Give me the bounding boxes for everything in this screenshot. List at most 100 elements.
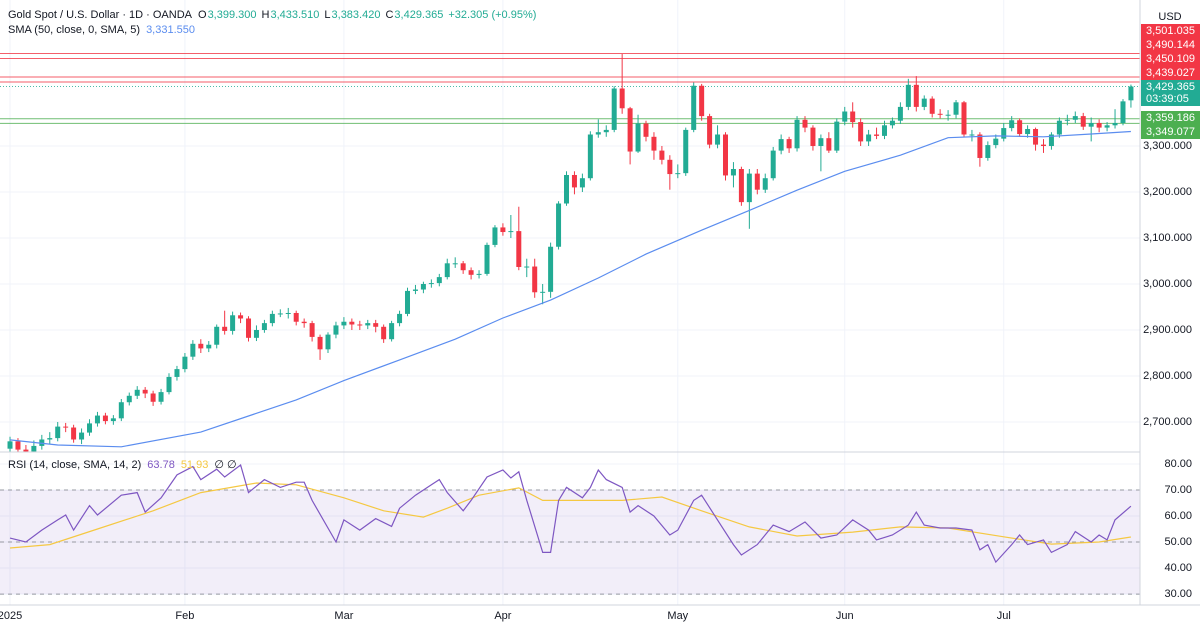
- candle-body: [794, 119, 800, 149]
- ohlc-value: 3,399.300: [208, 9, 257, 21]
- y-tick-label: 3,000.000: [1143, 278, 1192, 290]
- candle-body: [961, 102, 967, 135]
- candle-body: [532, 266, 538, 293]
- candle-body: [1056, 120, 1062, 135]
- candle-body: [985, 145, 991, 158]
- candle-body: [889, 120, 895, 126]
- ohlc-value: 3,429.365: [394, 9, 443, 21]
- price-label: 3,359.186: [1146, 112, 1195, 124]
- candle-body: [1048, 134, 1054, 147]
- y-tick-label: 2,800.000: [1143, 370, 1192, 382]
- candle-body: [762, 178, 768, 190]
- rsi-value: 63.78: [147, 459, 175, 471]
- price-label-bg: [1141, 125, 1200, 139]
- candle-body: [969, 134, 975, 136]
- x-tick-label: Feb: [175, 610, 194, 622]
- sma-title: SMA (50, close, 0, SMA, 5): [8, 24, 140, 36]
- rsi-line: [9, 482, 1131, 549]
- price-label: 3,501.035: [1146, 25, 1195, 37]
- candle-body: [102, 415, 108, 422]
- candle-body: [365, 323, 371, 326]
- candle-body: [953, 102, 959, 115]
- candle-body: [222, 326, 228, 331]
- candle-body: [1072, 116, 1078, 120]
- candle-body: [874, 134, 880, 136]
- candle-body: [246, 318, 252, 338]
- candle-body: [1080, 116, 1086, 127]
- candle-body: [55, 426, 61, 439]
- candle-body: [1120, 101, 1126, 124]
- candle-body: [71, 427, 77, 440]
- candle-body: [834, 121, 840, 151]
- candle-body: [444, 263, 450, 278]
- candle-body: [1040, 144, 1046, 147]
- candle-body: [881, 125, 887, 136]
- candle-body: [913, 84, 919, 107]
- candle-body: [484, 244, 490, 274]
- ohlc-key: L: [324, 9, 330, 21]
- price-label: 3,349.077: [1146, 126, 1195, 138]
- candle-body: [134, 389, 140, 396]
- candle-body: [452, 263, 458, 265]
- candle-body: [253, 330, 259, 338]
- price-label: 3,439.027: [1146, 67, 1195, 79]
- candle-body: [468, 270, 474, 275]
- candle-body: [230, 315, 236, 331]
- candle-body: [977, 134, 983, 158]
- candle-body: [683, 129, 689, 174]
- candle-body: [285, 312, 291, 314]
- candle-body: [118, 402, 124, 419]
- rsi-tick-label: 50.00: [1164, 536, 1192, 548]
- candle-body: [1112, 123, 1118, 126]
- candle-body: [341, 321, 347, 326]
- candle-body: [412, 289, 418, 291]
- candle-body: [675, 173, 681, 175]
- candle-body: [897, 106, 903, 121]
- x-tick-label: Mar: [334, 610, 353, 622]
- y-tick-label: 3,200.000: [1143, 186, 1192, 198]
- candle-body: [508, 231, 514, 233]
- currency-label: USD: [1158, 11, 1181, 23]
- candle-body: [142, 389, 148, 394]
- candle-body: [667, 159, 673, 175]
- y-tick-label: 3,100.000: [1143, 232, 1192, 244]
- rsi-tick-label: 30.00: [1164, 588, 1192, 600]
- candle-body: [500, 227, 506, 233]
- rsi-tick-label: 70.00: [1164, 484, 1192, 496]
- x-tick-label: Jul: [997, 610, 1011, 622]
- candle-body: [699, 85, 705, 117]
- candle-body: [643, 123, 649, 137]
- candle-body: [691, 85, 697, 130]
- candle-body: [564, 174, 570, 204]
- candle-body: [707, 116, 713, 145]
- candle-body: [659, 150, 665, 160]
- candle-body: [802, 119, 808, 128]
- x-tick-label: Apr: [494, 610, 511, 622]
- candle-body: [79, 432, 85, 440]
- candle-body: [548, 246, 554, 292]
- price-change: +32.305 (+0.95%): [448, 9, 536, 21]
- candle-body: [587, 134, 593, 179]
- y-tick-label: 2,900.000: [1143, 324, 1192, 336]
- candle-body: [190, 343, 196, 357]
- candle-body: [1096, 123, 1102, 128]
- candle-body: [826, 138, 832, 151]
- candle-body: [126, 395, 132, 403]
- candle-body: [269, 313, 275, 324]
- candle-body: [23, 449, 29, 452]
- sma-line: [9, 130, 1131, 448]
- candle-body: [722, 134, 728, 176]
- candle-body: [842, 111, 848, 122]
- candle-body: [746, 173, 752, 203]
- candle-body: [420, 284, 426, 290]
- candle-body: [595, 132, 601, 135]
- rsi-tick-label: 40.00: [1164, 562, 1192, 574]
- header-layer: Gold Spot / U.S. Dollar · 1D · OANDA O 3,3…: [8, 9, 536, 471]
- candle-body: [866, 134, 872, 142]
- candle-body: [921, 98, 927, 107]
- candle-body: [524, 266, 530, 268]
- candle-body: [166, 376, 172, 393]
- candle-body: [357, 324, 363, 326]
